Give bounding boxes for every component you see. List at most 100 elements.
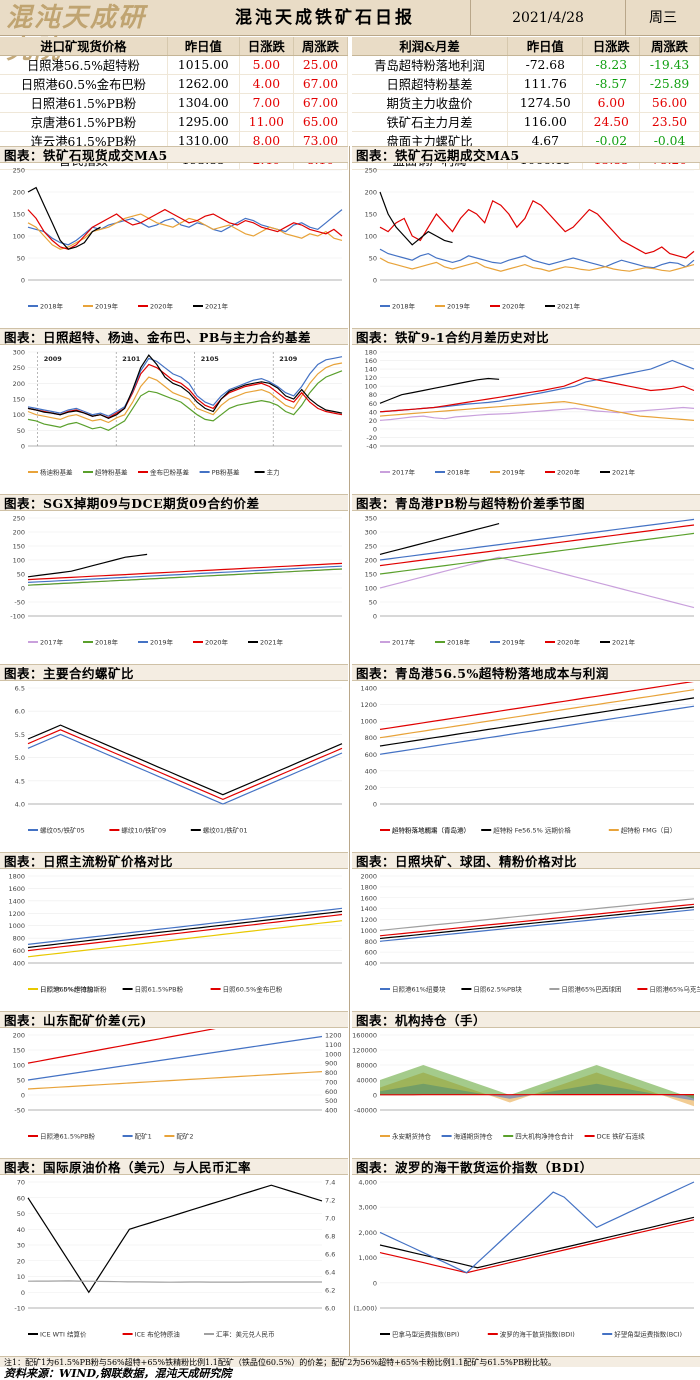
legend-item: 日照港61.5%PB粉 bbox=[28, 1132, 96, 1141]
legend-item: 永安期货持仓 bbox=[380, 1132, 432, 1141]
chart-title-c5: 图表：SGX掉期09与DCE期货09合约价差 bbox=[0, 494, 348, 511]
series-line bbox=[379, 532, 695, 575]
legend-label: ICE WTI 结算价 bbox=[40, 1330, 87, 1339]
row-label: 京唐港61.5%PB粉 bbox=[0, 112, 168, 132]
legend-item: 2018年 bbox=[28, 302, 64, 311]
chart-c10: 400 600 800 1000 1200 1400 1600 1800 2000 日照港61%纽… bbox=[352, 870, 700, 1011]
legend-label: 日照港61%纽曼块 bbox=[392, 985, 446, 994]
legend-label: 日照港65%巴西球团 bbox=[561, 985, 621, 994]
legend-label: 好望角型运费指数(BCI) bbox=[614, 1330, 682, 1339]
legend-item: 日照60.5%金布巴粉 bbox=[210, 985, 283, 994]
y-tick-label: 200 bbox=[365, 557, 377, 565]
y-tick-label: 20 bbox=[369, 417, 377, 425]
table-row: 日照港61.5%PB粉 1304.00 7.00 67.00 bbox=[0, 93, 349, 113]
chart-c12: -40000 0 40000 80000 120000 160000 永安期货持仓 海通期货持… bbox=[352, 1029, 700, 1158]
y-tick-label: 5.5 bbox=[15, 731, 25, 739]
y-tick-label: 20 bbox=[17, 1257, 25, 1265]
series-line bbox=[27, 565, 343, 583]
chart-svg-c6: 0 50 100 150 200 250 300 350 2017年 2018年 2019年 2020… bbox=[365, 515, 695, 647]
col-header: 日涨跌 bbox=[239, 37, 294, 56]
report-weekday: 周三 bbox=[625, 0, 700, 36]
legend-item: 海通期货持仓 bbox=[441, 1132, 493, 1141]
chart-c1: 0 50 100 150 200 250 2018年 2019年 2020年 2021年 bbox=[0, 164, 348, 328]
series-line bbox=[27, 1035, 323, 1081]
series-line bbox=[379, 556, 695, 609]
chart-title-c1: 图表：铁矿石现货成交MA5 bbox=[0, 146, 348, 163]
contract-label: 2101 bbox=[122, 355, 141, 363]
series-area bbox=[380, 1065, 694, 1099]
legend-item: 主力 bbox=[254, 468, 280, 477]
legend-item: 螺纹05/铁矿05 bbox=[28, 826, 85, 835]
report-header: 混沌天成研究院 混沌天成铁矿石日报 2021/4/28 周三 bbox=[0, 0, 700, 65]
series-line bbox=[27, 910, 343, 949]
series-line bbox=[27, 568, 343, 586]
cell-value: 1262.00 bbox=[167, 74, 240, 94]
series-line bbox=[27, 362, 343, 424]
legend-item: 2021年 bbox=[600, 468, 636, 477]
y2-tick-label: 6.6 bbox=[325, 1251, 335, 1259]
y-tick-label: 2000 bbox=[360, 873, 377, 881]
legend-item: 好望角型运费指数(BCI) bbox=[602, 1330, 682, 1339]
chart-svg-c13: -10 0 10 20 30 40 50 60 70 6.0 6.2 6.4 6.6 6.8 7.0 7.2 7… bbox=[14, 1179, 335, 1339]
table-row: 日照超特粉基差 111.76 -8.57 -25.89 bbox=[352, 74, 700, 94]
legend-item: ICE 布伦特原油 bbox=[122, 1330, 180, 1339]
series-line bbox=[379, 898, 695, 931]
y2-tick-label: 6.8 bbox=[325, 1233, 335, 1241]
legend-item: 2021年 bbox=[600, 638, 636, 647]
chart-svg-c7: 4.0 4.5 5.0 5.5 6.0 6.5 螺纹05/铁矿05 螺纹10/铁矿09 螺纹01… bbox=[15, 685, 343, 835]
legend-label: DCE 铁矿石连续 bbox=[597, 1132, 646, 1141]
y-tick-label: 600 bbox=[365, 751, 377, 759]
cell-value: -19.43 bbox=[639, 55, 700, 75]
y-tick-label: 180 bbox=[365, 349, 377, 357]
legend-label: 超特粉落地利润（青岛港） bbox=[392, 826, 470, 835]
chart-svg-c2: 0 50 100 150 200 250 2018年 2019年 2020年 2021年 bbox=[365, 167, 695, 311]
legend-label: 2017年 bbox=[40, 638, 64, 647]
chart-svg-c5: -100 -50 0 50 100 150 200 250 2017年 2018年 2019年 202… bbox=[10, 515, 343, 647]
y-tick-label: 800 bbox=[365, 734, 377, 742]
series-line bbox=[27, 920, 343, 958]
legend-label: ICE 布伦特原油 bbox=[135, 1330, 180, 1339]
series-line bbox=[379, 376, 695, 413]
legend-label: 2017年 bbox=[392, 638, 416, 647]
legend-label: 日照60.5%金布巴粉 bbox=[223, 985, 283, 994]
y-tick-label: 50 bbox=[369, 255, 377, 263]
y-tick-label: 50 bbox=[17, 571, 25, 579]
y-tick-label: 300 bbox=[365, 529, 377, 537]
series-line bbox=[379, 689, 695, 739]
legend-label: 2020年 bbox=[150, 302, 174, 311]
y-tick-label: 10 bbox=[17, 1273, 25, 1281]
cell-value: 1015.00 bbox=[167, 55, 240, 75]
legend-item: PB粉基差 bbox=[199, 468, 240, 477]
y-tick-label: 1000 bbox=[360, 718, 377, 726]
y-tick-label: 1000 bbox=[8, 922, 25, 930]
legend-item: 2020年 bbox=[545, 468, 581, 477]
legend-label: 2019年 bbox=[95, 302, 119, 311]
y-tick-label: 5.0 bbox=[15, 754, 25, 762]
chart-c13: -10 0 10 20 30 40 50 60 70 6.0 6.2 6.4 6.6 6.8 7.0 7.2 7… bbox=[0, 1176, 348, 1356]
series-line bbox=[379, 191, 453, 246]
y2-tick-label: 7.4 bbox=[325, 1179, 335, 1187]
contract-label: 2009 bbox=[44, 355, 63, 363]
legend-item: 配矿2 bbox=[164, 1132, 194, 1141]
legend-item: 汇率：美元兑人民币 bbox=[204, 1330, 275, 1339]
y-tick-label: 250 bbox=[13, 364, 25, 372]
y-tick-label: 4.0 bbox=[15, 801, 25, 809]
legend-item: ICE WTI 结算价 bbox=[28, 1330, 87, 1339]
legend-label: 2021年 bbox=[557, 302, 581, 311]
legend-label: 主力 bbox=[267, 468, 280, 477]
y-tick-label: 160000 bbox=[352, 1032, 377, 1040]
y-tick-label: 60 bbox=[369, 400, 377, 408]
y-tick-label: 250 bbox=[13, 515, 25, 523]
cell-value: 67.00 bbox=[293, 74, 349, 94]
y2-tick-label: 7.0 bbox=[325, 1215, 335, 1223]
y-tick-label: -40 bbox=[366, 443, 377, 451]
legend-label: 2020年 bbox=[557, 638, 581, 647]
legend-item: 2021年 bbox=[545, 302, 581, 311]
legend-item: 2017年 bbox=[380, 638, 416, 647]
y-tick-label: 1400 bbox=[360, 905, 377, 913]
legend-label: 金布巴粉基差 bbox=[150, 468, 190, 477]
y-tick-label: 0 bbox=[373, 613, 377, 621]
legend-item: 2021年 bbox=[248, 638, 284, 647]
cell-value: 25.00 bbox=[293, 55, 349, 75]
